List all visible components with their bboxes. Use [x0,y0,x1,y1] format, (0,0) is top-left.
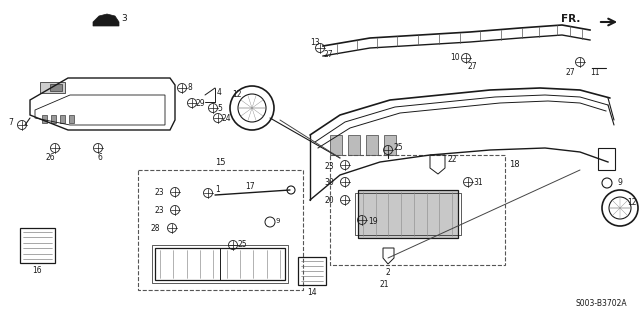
Text: 15: 15 [215,158,225,167]
Text: 28: 28 [150,224,160,233]
Text: 23: 23 [154,206,164,215]
Bar [152,245,288,283]
Bar [138,170,303,290]
Text: 30: 30 [324,178,334,187]
Polygon shape [348,135,360,155]
Bar [155,248,285,280]
Text: 19: 19 [368,217,378,226]
Text: 4: 4 [217,88,222,97]
Text: 23: 23 [154,188,164,197]
Text: 6: 6 [98,153,103,162]
Text: FR.: FR. [561,14,580,24]
Text: 26: 26 [46,153,56,162]
Text: 2: 2 [385,268,390,277]
Bar [20,228,55,263]
Bar [298,257,326,285]
Text: 24: 24 [221,114,230,123]
Text: 27: 27 [468,62,477,71]
Text: 3: 3 [121,14,127,23]
Polygon shape [50,84,62,91]
Bar [358,190,458,238]
Text: 22: 22 [447,155,456,164]
Text: 10: 10 [450,53,460,62]
Text: 20: 20 [324,196,334,205]
Text: 13: 13 [310,38,319,47]
Text: 16: 16 [32,266,42,275]
Text: 9: 9 [617,178,622,187]
Text: 27: 27 [565,68,575,77]
Text: 12: 12 [232,90,241,99]
Polygon shape [60,115,65,123]
Text: 1: 1 [215,185,220,194]
Text: 21: 21 [380,280,390,289]
Text: 23: 23 [324,162,334,171]
Polygon shape [330,135,342,155]
Polygon shape [51,115,56,123]
Polygon shape [69,115,74,123]
Text: 7: 7 [8,118,13,127]
Text: 9: 9 [276,218,280,224]
Text: 29: 29 [196,99,205,108]
Polygon shape [384,135,396,155]
Bar [330,155,505,265]
Bar [355,193,461,235]
Text: 17: 17 [245,182,255,191]
Text: 12: 12 [627,198,637,207]
Text: 8: 8 [188,83,193,92]
Text: S003-B3702A: S003-B3702A [575,299,627,308]
Text: 25: 25 [238,240,248,249]
Polygon shape [40,82,65,93]
Text: 25: 25 [393,143,403,152]
Text: 18: 18 [509,160,520,169]
Polygon shape [366,135,378,155]
Polygon shape [93,14,119,26]
Text: 27: 27 [323,50,333,59]
Polygon shape [42,115,47,123]
Text: 14: 14 [307,288,317,297]
Text: 31: 31 [473,178,483,187]
Text: 11: 11 [590,68,600,77]
Text: 5: 5 [217,104,222,113]
